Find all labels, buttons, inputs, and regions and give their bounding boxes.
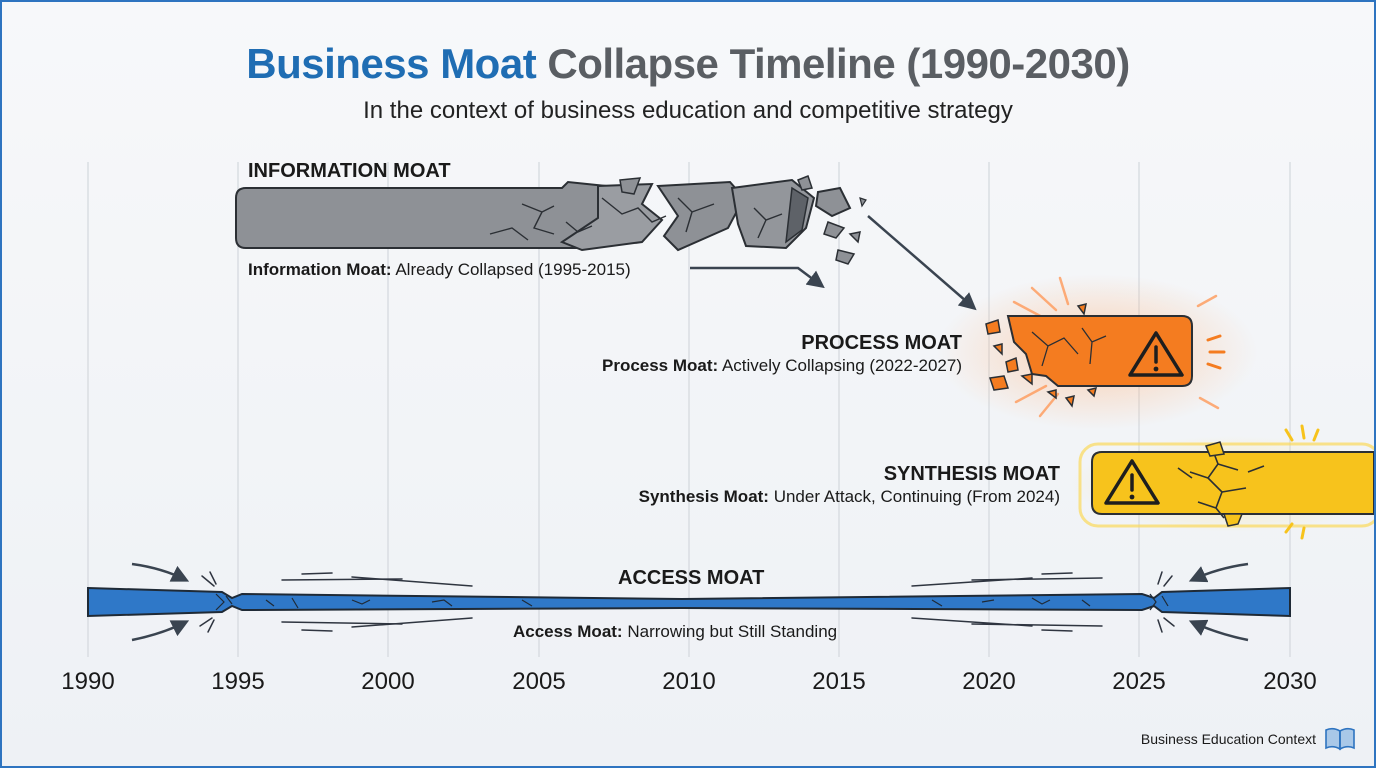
synthesis-warning-icon <box>1104 459 1160 505</box>
information-moat-bar <box>235 175 867 265</box>
year-label-2010: 2010 <box>662 668 716 695</box>
year-label-1990: 1990 <box>61 668 115 695</box>
year-label-2030: 2030 <box>1263 668 1317 695</box>
access-moat-bar <box>87 562 1291 642</box>
information-moat-title: INFORMATION MOAT <box>248 160 451 182</box>
synthesis-moat-title: SYNTHESIS MOAT <box>883 463 1060 485</box>
year-label-2020: 2020 <box>962 668 1016 695</box>
year-label-2025: 2025 <box>1112 668 1166 695</box>
page-title: Business Moat Collapse Timeline (1990-20… <box>2 40 1374 88</box>
synthesis-moat-description: Synthesis Moat: Under Attack, Continuing… <box>639 487 1060 507</box>
synthesis-moat-bar <box>1072 424 1374 540</box>
information-moat-description: Information Moat: Already Collapsed (199… <box>248 260 631 280</box>
process-moat-title: PROCESS MOAT <box>801 332 962 354</box>
process-warning-icon <box>1128 331 1184 377</box>
synthesis-moat-desc-label: Synthesis Moat: <box>638 487 769 506</box>
information-label-arrow <box>690 266 825 289</box>
title-accent: Business Moat <box>246 40 537 87</box>
process-moat-bar <box>937 274 1257 430</box>
access-moat-description: Access Moat: Narrowing but Still Standin… <box>513 622 837 642</box>
information-to-process-arrow <box>867 215 977 311</box>
year-label-2005: 2005 <box>512 668 566 695</box>
year-label-2015: 2015 <box>812 668 866 695</box>
process-moat-desc-text: Actively Collapsing (2022-2027) <box>718 356 962 375</box>
page-subtitle: In the context of business education and… <box>363 97 1013 124</box>
access-moat-desc-label: Access Moat: <box>513 622 623 641</box>
title-rest: Collapse Timeline (1990-2030) <box>536 40 1130 87</box>
process-moat-desc-label: Process Moat: <box>601 356 719 375</box>
information-moat-desc-text: Already Collapsed (1995-2015) <box>391 260 631 279</box>
open-book-icon <box>1325 727 1355 751</box>
process-moat-description: Process Moat: Actively Collapsing (2022-… <box>602 356 962 376</box>
year-label-2000: 2000 <box>361 668 415 695</box>
access-moat-title: ACCESS MOAT <box>618 567 765 589</box>
information-moat-desc-label: Information Moat: <box>248 260 392 279</box>
synthesis-moat-desc-text: Under Attack, Continuing (From 2024) <box>768 487 1060 506</box>
access-moat-desc-text: Narrowing but Still Standing <box>622 622 838 641</box>
year-label-1995: 1995 <box>211 668 265 695</box>
footer-caption: Business Education Context <box>1140 731 1316 747</box>
